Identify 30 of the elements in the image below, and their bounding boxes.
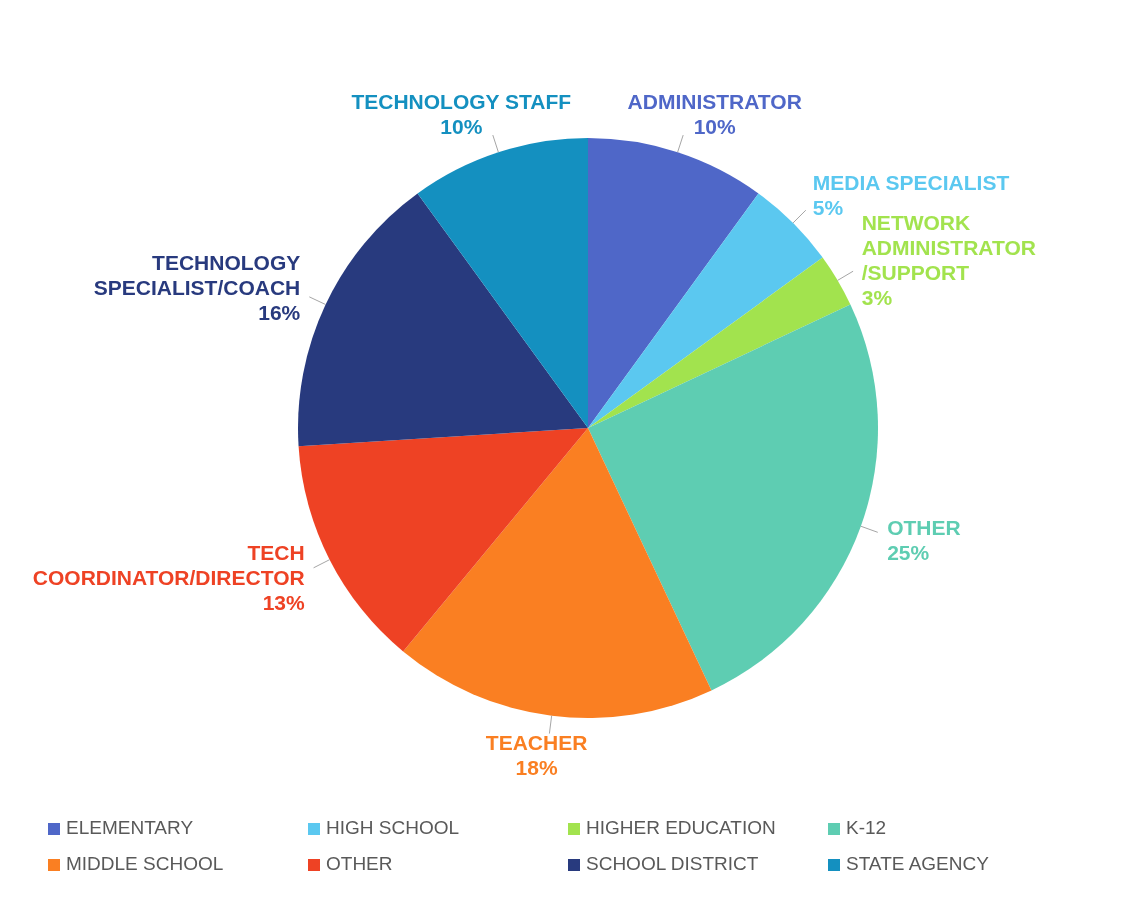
text: HIGH SCHOOL (326, 817, 460, 838)
pie-slice (588, 138, 759, 428)
slice-label: MEDIA SPECIALIST (812, 170, 1010, 194)
text: STATE AGENCY (846, 853, 990, 874)
data-label: 18% (515, 756, 558, 780)
pie-slice (298, 193, 588, 447)
slice-label: TECHNOLOGY SPECIALIST/COACH (93, 250, 301, 299)
slice-label: NETWORK ADMINISTRATOR/SUPPORT (861, 210, 1036, 284)
text: HIGHER EDUCATION (586, 817, 776, 838)
text: ELEMENTARY (66, 817, 194, 838)
pie-slice (588, 304, 878, 691)
data-label: 13% (262, 591, 305, 615)
slice-label: ADMINISTRATOR (627, 90, 802, 113)
text: OTHER (326, 853, 393, 874)
slice-label: OTHER (887, 515, 961, 539)
slice-label: TECH COORDINATOR/DIRECTOR (32, 541, 305, 590)
data-label: 10% (440, 115, 483, 138)
pie-slice (403, 428, 712, 718)
text: K-12 (846, 817, 887, 838)
data-label: 25% (887, 540, 930, 564)
slice-label: TECHNOLOGY STAFF (351, 90, 572, 113)
data-label: 10% (693, 115, 737, 138)
pie-slice (588, 257, 851, 428)
data-label: 5% (812, 195, 844, 219)
data-label: 3% (861, 285, 893, 309)
text: SCHOOL DISTRICT (586, 853, 759, 874)
pie-slice (417, 138, 588, 428)
data-label: 16% (258, 300, 301, 324)
text: MIDDLE SCHOOL (66, 853, 224, 874)
slice-label: TEACHER (485, 731, 588, 755)
